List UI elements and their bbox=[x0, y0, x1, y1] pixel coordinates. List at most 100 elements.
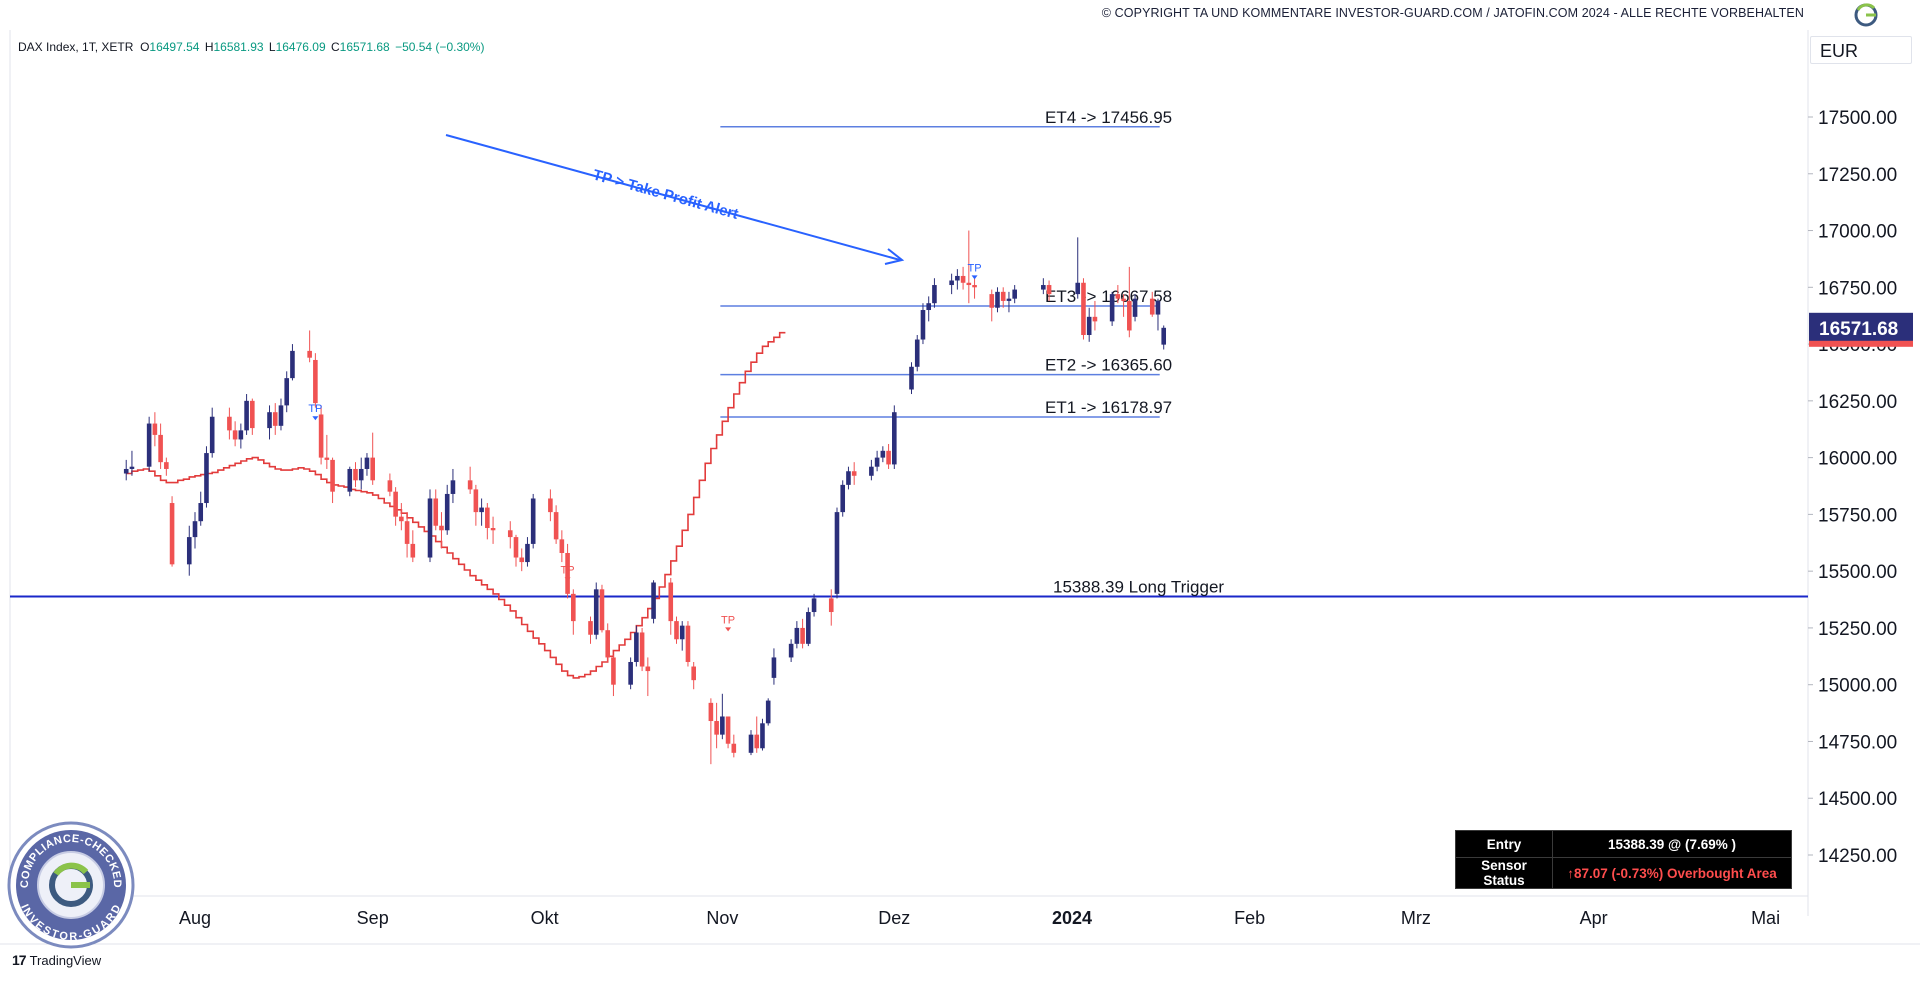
candle-body bbox=[548, 498, 553, 513]
candle-body bbox=[1086, 316, 1092, 335]
candle bbox=[192, 512, 198, 549]
candle-body bbox=[232, 430, 238, 440]
candle-body bbox=[1012, 289, 1017, 299]
candle bbox=[244, 394, 249, 435]
candle bbox=[800, 618, 805, 649]
candle-body bbox=[720, 716, 725, 735]
candle-body bbox=[444, 493, 450, 531]
candle bbox=[559, 530, 565, 563]
x-tick-label: Sep bbox=[357, 908, 389, 928]
candle-body bbox=[989, 294, 995, 308]
candle-body bbox=[685, 625, 691, 662]
candle-body bbox=[364, 457, 370, 469]
y-tick-label: 17500.00 bbox=[1818, 108, 1897, 129]
candle-body bbox=[955, 275, 960, 281]
candle-body bbox=[433, 498, 439, 526]
candle-body bbox=[123, 468, 129, 474]
candle-body bbox=[278, 405, 284, 426]
currency-selector[interactable]: EUR bbox=[1810, 36, 1912, 64]
sensor-status-row: Sensor Status ↑87.07 (-0.73%) Overbought… bbox=[1455, 857, 1792, 889]
candle-body bbox=[507, 530, 513, 538]
candle-body bbox=[169, 503, 175, 565]
candle-body bbox=[605, 630, 611, 658]
candle bbox=[473, 484, 479, 526]
sensor-info-table: Entry 15388.39 @ (7.69% ) Sensor Status … bbox=[1455, 830, 1792, 889]
candle-body bbox=[530, 498, 536, 544]
candle-body bbox=[1081, 282, 1086, 335]
candle bbox=[209, 407, 215, 458]
candle bbox=[444, 484, 450, 535]
candle bbox=[507, 521, 513, 549]
candle-body bbox=[467, 480, 473, 490]
candle bbox=[1075, 237, 1081, 299]
candle-body bbox=[611, 657, 616, 685]
candle-body bbox=[966, 282, 972, 286]
candle bbox=[198, 491, 204, 526]
candle-body bbox=[1121, 298, 1126, 301]
candle-body bbox=[164, 462, 169, 469]
candle bbox=[1115, 285, 1121, 304]
tp-marker-label: TP bbox=[561, 564, 575, 576]
high-value: 16581.93 bbox=[213, 40, 264, 54]
candle bbox=[232, 421, 238, 447]
candle-body bbox=[1161, 327, 1167, 345]
candle-body bbox=[651, 582, 656, 619]
candle-body bbox=[324, 457, 330, 460]
candle bbox=[278, 398, 284, 431]
candle bbox=[1127, 266, 1132, 338]
sensor-status-label: Sensor Status bbox=[1455, 857, 1553, 889]
candle-body bbox=[886, 450, 891, 465]
entry-value: 15388.39 @ (7.69% ) bbox=[1552, 830, 1792, 858]
candle-body bbox=[794, 627, 800, 644]
candle-body bbox=[370, 457, 375, 481]
candle bbox=[668, 577, 674, 635]
y-tick-label: 15750.00 bbox=[1818, 505, 1897, 526]
candle-body bbox=[250, 400, 255, 429]
candle-body bbox=[553, 512, 559, 540]
candle-body bbox=[639, 632, 645, 667]
y-tick-label: 15500.00 bbox=[1818, 562, 1897, 583]
long-trigger-label: 15388.39 Long Trigger bbox=[1053, 577, 1224, 596]
candle bbox=[467, 466, 473, 494]
candle bbox=[995, 287, 1000, 313]
price-axis-pane bbox=[1808, 0, 1920, 984]
candle bbox=[771, 648, 777, 685]
candle bbox=[1109, 291, 1115, 326]
tradingview-brand[interactable]: 17 TradingView bbox=[12, 952, 101, 968]
last-price-tag bbox=[1809, 312, 1913, 341]
candle bbox=[1006, 291, 1012, 313]
candle-body bbox=[593, 589, 599, 635]
candle bbox=[1000, 287, 1006, 308]
x-tick-label: Feb bbox=[1234, 908, 1265, 928]
candle-body bbox=[318, 414, 324, 458]
candle-body bbox=[427, 498, 433, 558]
candle-body bbox=[932, 285, 937, 304]
candle bbox=[834, 507, 840, 599]
tradingview-name: TradingView bbox=[29, 952, 102, 968]
tp-marker-arrow-icon bbox=[312, 416, 319, 421]
candle bbox=[548, 489, 553, 522]
candle bbox=[525, 537, 530, 567]
candle bbox=[313, 353, 318, 408]
candle bbox=[880, 446, 886, 463]
change-value: −50.54 (−0.30%) bbox=[395, 40, 485, 54]
candle bbox=[989, 289, 995, 322]
tp-marker-label: TP bbox=[968, 262, 982, 274]
candle bbox=[1086, 307, 1092, 342]
candle bbox=[708, 698, 714, 765]
high-label: H bbox=[204, 40, 214, 54]
candle-body bbox=[204, 453, 209, 504]
y-tick-label: 16750.00 bbox=[1818, 278, 1897, 299]
target-level-label: ET1 -> 16178.97 bbox=[1045, 398, 1172, 417]
candle-body bbox=[691, 666, 696, 681]
candle bbox=[347, 466, 353, 497]
y-tick-label: 14500.00 bbox=[1818, 789, 1897, 810]
candle bbox=[284, 371, 290, 413]
candle-body bbox=[450, 480, 456, 494]
candle bbox=[427, 489, 433, 563]
symbol-name[interactable]: DAX Index, 1T, XETR bbox=[18, 40, 134, 54]
candle-body bbox=[1000, 291, 1006, 301]
candle bbox=[1041, 278, 1046, 295]
candle bbox=[605, 623, 611, 662]
